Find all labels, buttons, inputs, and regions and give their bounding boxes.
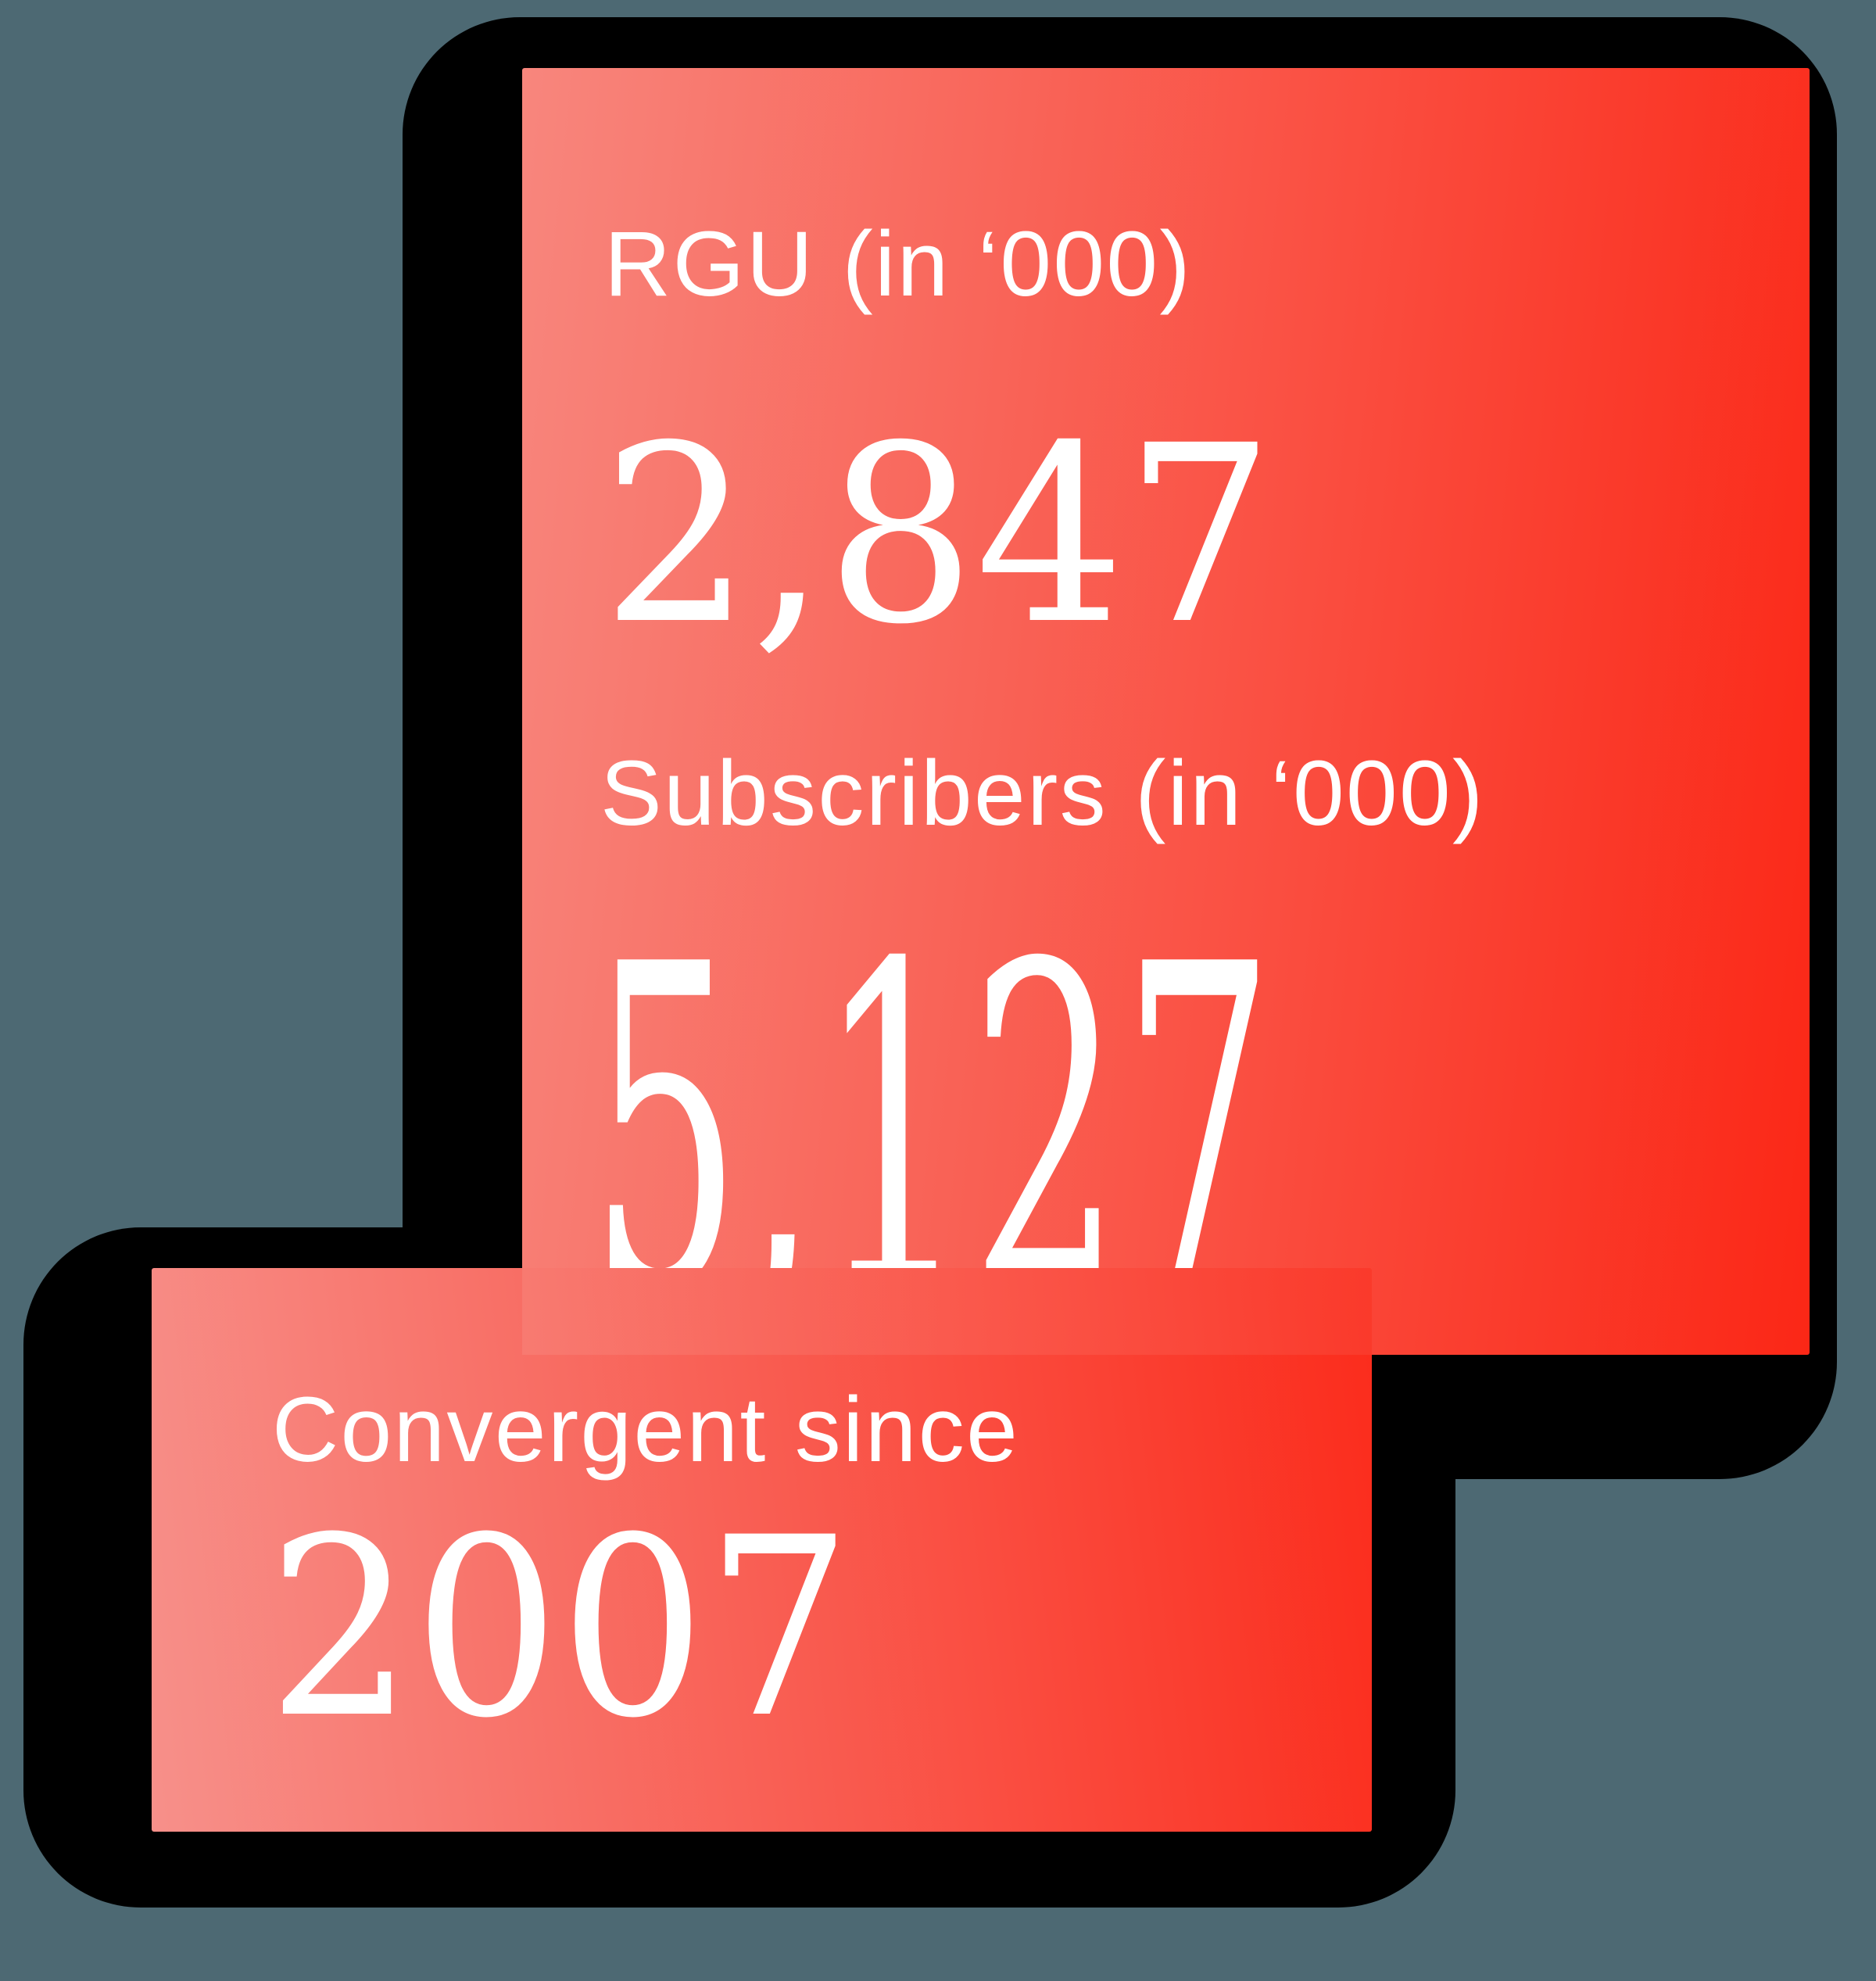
rgu-value: 2,847 (602, 392, 1275, 678)
convergent-card: Convergent since 2007 (152, 1268, 1372, 1832)
subscribers-label: Subscribers (in ‘000) (600, 742, 1485, 845)
card-overlap-blend (522, 1268, 1372, 1355)
rgu-label: RGU (in ‘000) (604, 213, 1192, 316)
convergent-label: Convergent since (272, 1378, 1020, 1481)
convergent-value: 2007 (267, 1485, 852, 1772)
stats-card: RGU (in ‘000) 2,847 Subscribers (in ‘000… (522, 68, 1810, 1355)
